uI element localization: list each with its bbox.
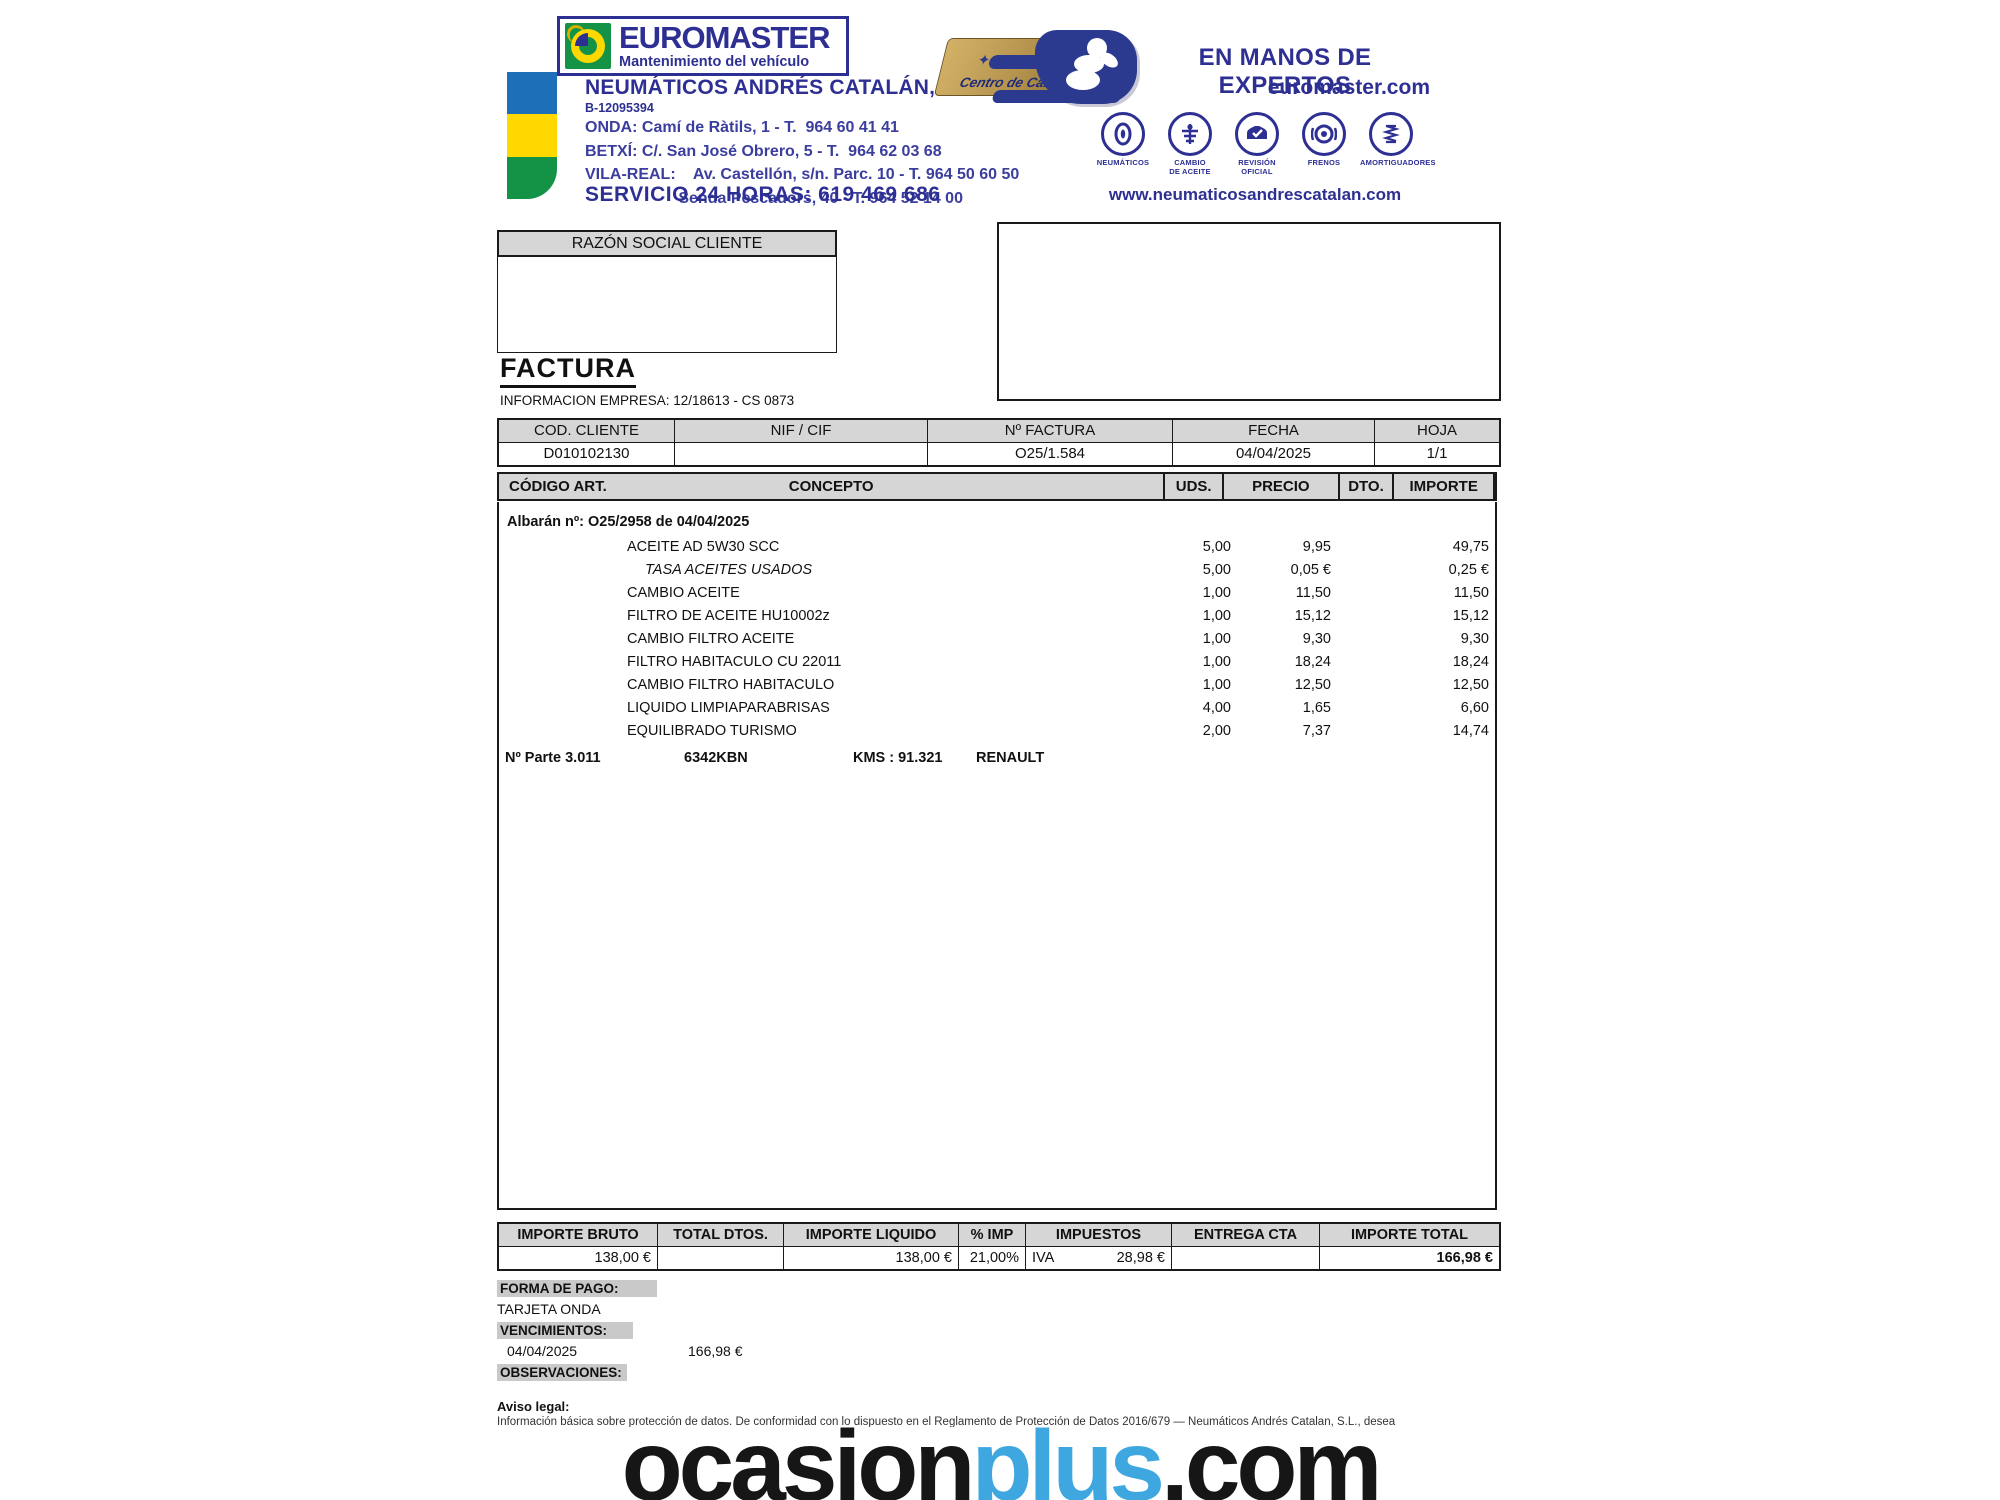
items-header-codigo: CÓDIGO ART. bbox=[509, 478, 607, 495]
ocasionplus-watermark-logo: ocasionplus.com bbox=[621, 1410, 1383, 1500]
item-row: CAMBIO ACEITE 1,00 11,50 11,50 bbox=[627, 585, 1489, 601]
vencimientos-label: VENCIMIENTOS: bbox=[497, 1322, 633, 1339]
meta-header: FECHA bbox=[1173, 420, 1375, 442]
slogan: EN MANOS DE EXPERTOS bbox=[1198, 44, 1372, 99]
service-cambio-aceite: CAMBIO DE ACEITE bbox=[1159, 112, 1221, 176]
service-amortiguadores: AMORTIGUADORES bbox=[1360, 112, 1436, 176]
items-header-dto: DTO. bbox=[1339, 474, 1395, 499]
items-header-importe: IMPORTE bbox=[1394, 474, 1495, 499]
tire-icon bbox=[1101, 112, 1145, 156]
company-name: NEUMÁTICOS ANDRÉS CATALÁN, S.L. bbox=[585, 76, 981, 99]
total-importe-bruto: 138,00 € bbox=[499, 1247, 658, 1269]
totals-header: IMPORTE TOTAL bbox=[1320, 1224, 1499, 1246]
items-header-concepto: CONCEPTO bbox=[788, 478, 874, 495]
item-row: ACEITE AD 5W30 SCC 5,00 9,95 49,75 bbox=[627, 539, 1489, 555]
meta-header: Nº FACTURA bbox=[928, 420, 1173, 442]
shock-absorber-icon bbox=[1369, 112, 1413, 156]
item-row: CAMBIO FILTRO ACEITE 1,00 9,30 9,30 bbox=[627, 631, 1489, 647]
client-box-body bbox=[497, 257, 837, 353]
meta-value-cod-cliente: D010102130 bbox=[499, 443, 675, 465]
item-row: CAMBIO FILTRO HABITACULO 1,00 12,50 12,5… bbox=[627, 677, 1489, 693]
client-box-title: RAZÓN SOCIAL CLIENTE bbox=[497, 230, 837, 257]
forma-de-pago-value: TARJETA ONDA bbox=[497, 1301, 601, 1317]
badge-strip bbox=[991, 90, 1123, 103]
company-cif: B-12095394 bbox=[585, 101, 654, 115]
meta-header: HOJA bbox=[1375, 420, 1499, 442]
vehicle-parte: Nº Parte 3.011 bbox=[505, 750, 601, 766]
totals-table: IMPORTE BRUTO TOTAL DTOS. IMPORTE LIQUID… bbox=[497, 1222, 1501, 1271]
address-box bbox=[997, 222, 1501, 401]
company-address-line: VILA-REAL: Av. Castellón, s/n. Parc. 10 … bbox=[585, 166, 1020, 183]
company-address-line: Senda Pescadors, 40 - T. 964 52 14 00 bbox=[585, 189, 963, 207]
tax-amount: 28,98 € bbox=[1116, 1250, 1165, 1266]
company-website: www.neumaticosandrescatalan.com bbox=[1108, 185, 1402, 204]
quality-badge: ✦ Centro de Calidad bbox=[933, 28, 1145, 110]
item-row: LIQUIDO LIMPIAPARABRISAS 4,00 1,65 6,60 bbox=[627, 700, 1489, 716]
aviso-legal-title: Aviso legal: bbox=[497, 1399, 570, 1414]
euromaster-website: euromaster.com bbox=[1267, 76, 1430, 99]
company-info-line: INFORMACION EMPRESA: 12/18613 - CS 0873 bbox=[500, 393, 795, 408]
company-address-line: BETXÍ: C/. San José Obrero, 5 - T. 964 6… bbox=[585, 142, 942, 160]
item-row: FILTRO HABITACULO CU 22011 1,00 18,24 18… bbox=[627, 654, 1489, 670]
meta-header: COD. CLIENTE bbox=[499, 420, 675, 442]
meta-value-fecha: 04/04/2025 bbox=[1173, 443, 1375, 465]
meta-value-hoja: 1/1 bbox=[1426, 445, 1448, 462]
vencimiento-fecha: 04/04/2025 bbox=[507, 1343, 578, 1359]
brand-color-bar bbox=[507, 72, 557, 199]
total-pct-imp: 21,00% bbox=[959, 1247, 1026, 1269]
meta-value-nif bbox=[675, 443, 928, 465]
totals-header: % IMP bbox=[959, 1224, 1026, 1246]
total-importe-total: 166,98 € bbox=[1436, 1250, 1493, 1266]
item-row: EQUILIBRADO TURISMO 2,00 7,37 14,74 bbox=[627, 723, 1489, 739]
vehicle-kms: KMS : 91.321 bbox=[853, 750, 943, 766]
service-frenos: FRENOS bbox=[1293, 112, 1355, 176]
brand-name: EUROMASTER bbox=[619, 20, 830, 56]
totals-header: IMPORTE LIQUIDO bbox=[784, 1224, 959, 1246]
vencimiento-importe: 166,98 € bbox=[688, 1343, 743, 1359]
service-revision: REVISIÓN OFICIAL bbox=[1226, 112, 1288, 176]
company-block: NEUMÁTICOS ANDRÉS CATALÁN, S.L. B-120953… bbox=[585, 76, 1019, 209]
vehicle-line: Nº Parte 3.011 6342KBN KMS : 91.321 RENA… bbox=[499, 750, 1495, 773]
forma-de-pago-label: FORMA DE PAGO: bbox=[497, 1280, 657, 1297]
items-table-body: Albarán nº: O25/2958 de 04/04/2025 ACEIT… bbox=[497, 502, 1497, 1210]
euromaster-tire-icon bbox=[565, 23, 611, 69]
vehicle-brand: RENAULT bbox=[976, 750, 1045, 766]
items-header-precio: PRECIO bbox=[1224, 474, 1340, 499]
meta-header: NIF / CIF bbox=[675, 420, 928, 442]
totals-header: TOTAL DTOS. bbox=[658, 1224, 784, 1246]
albaran-line: Albarán nº: O25/2958 de 04/04/2025 bbox=[507, 514, 750, 530]
item-row: FILTRO DE ACEITE HU10002z 1,00 15,12 15,… bbox=[627, 608, 1489, 624]
service-24h: SERVICIO 24 HORAS: 619 469 686 bbox=[585, 183, 941, 206]
euromaster-logo: EUROMASTER Mantenimiento del vehículo bbox=[557, 16, 849, 76]
official-inspection-icon bbox=[1235, 112, 1279, 156]
items-table-header: CÓDIGO ART. CONCEPTO UDS. PRECIO DTO. IM… bbox=[497, 472, 1497, 501]
oil-change-icon bbox=[1168, 112, 1212, 156]
totals-header: ENTREGA CTA bbox=[1172, 1224, 1320, 1246]
invoice-meta-table: COD. CLIENTE NIF / CIF Nº FACTURA FECHA … bbox=[497, 418, 1501, 467]
items-header-uds: UDS. bbox=[1165, 474, 1225, 499]
aviso-legal-text: Información básica sobre protección de d… bbox=[497, 1416, 1396, 1427]
service-icons-row: NEUMÁTICOS CAMBIO DE ACEITE REVISIÓN OFICI… bbox=[1092, 112, 1436, 176]
brakes-icon bbox=[1302, 112, 1346, 156]
brand-tagline: Mantenimiento del vehículo bbox=[619, 54, 810, 71]
total-impuestos: IVA 28,98 € bbox=[1026, 1247, 1172, 1269]
client-box: RAZÓN SOCIAL CLIENTE bbox=[497, 230, 837, 353]
invoice-title: FACTURA bbox=[500, 353, 636, 388]
observaciones-label: OBSERVACIONES: bbox=[497, 1364, 627, 1381]
tax-label: IVA bbox=[1032, 1250, 1055, 1266]
totals-header: IMPORTE BRUTO bbox=[499, 1224, 658, 1246]
company-address-line: ONDA: Camí de Ràtils, 1 - T. 964 60 41 4… bbox=[585, 119, 899, 136]
meta-value-num-factura: O25/1.584 bbox=[928, 443, 1173, 465]
vehicle-plate: 6342KBN bbox=[684, 750, 748, 766]
totals-header: IMPUESTOS bbox=[1026, 1224, 1172, 1246]
item-row: TASA ACEITES USADOS 5,00 0,05 € 0,25 € bbox=[645, 562, 1489, 578]
service-neumaticos: NEUMÁTICOS bbox=[1092, 112, 1154, 176]
total-importe-liquido: 138,00 € bbox=[784, 1247, 959, 1269]
total-entrega-cta bbox=[1172, 1247, 1320, 1269]
total-dtos bbox=[658, 1247, 784, 1269]
